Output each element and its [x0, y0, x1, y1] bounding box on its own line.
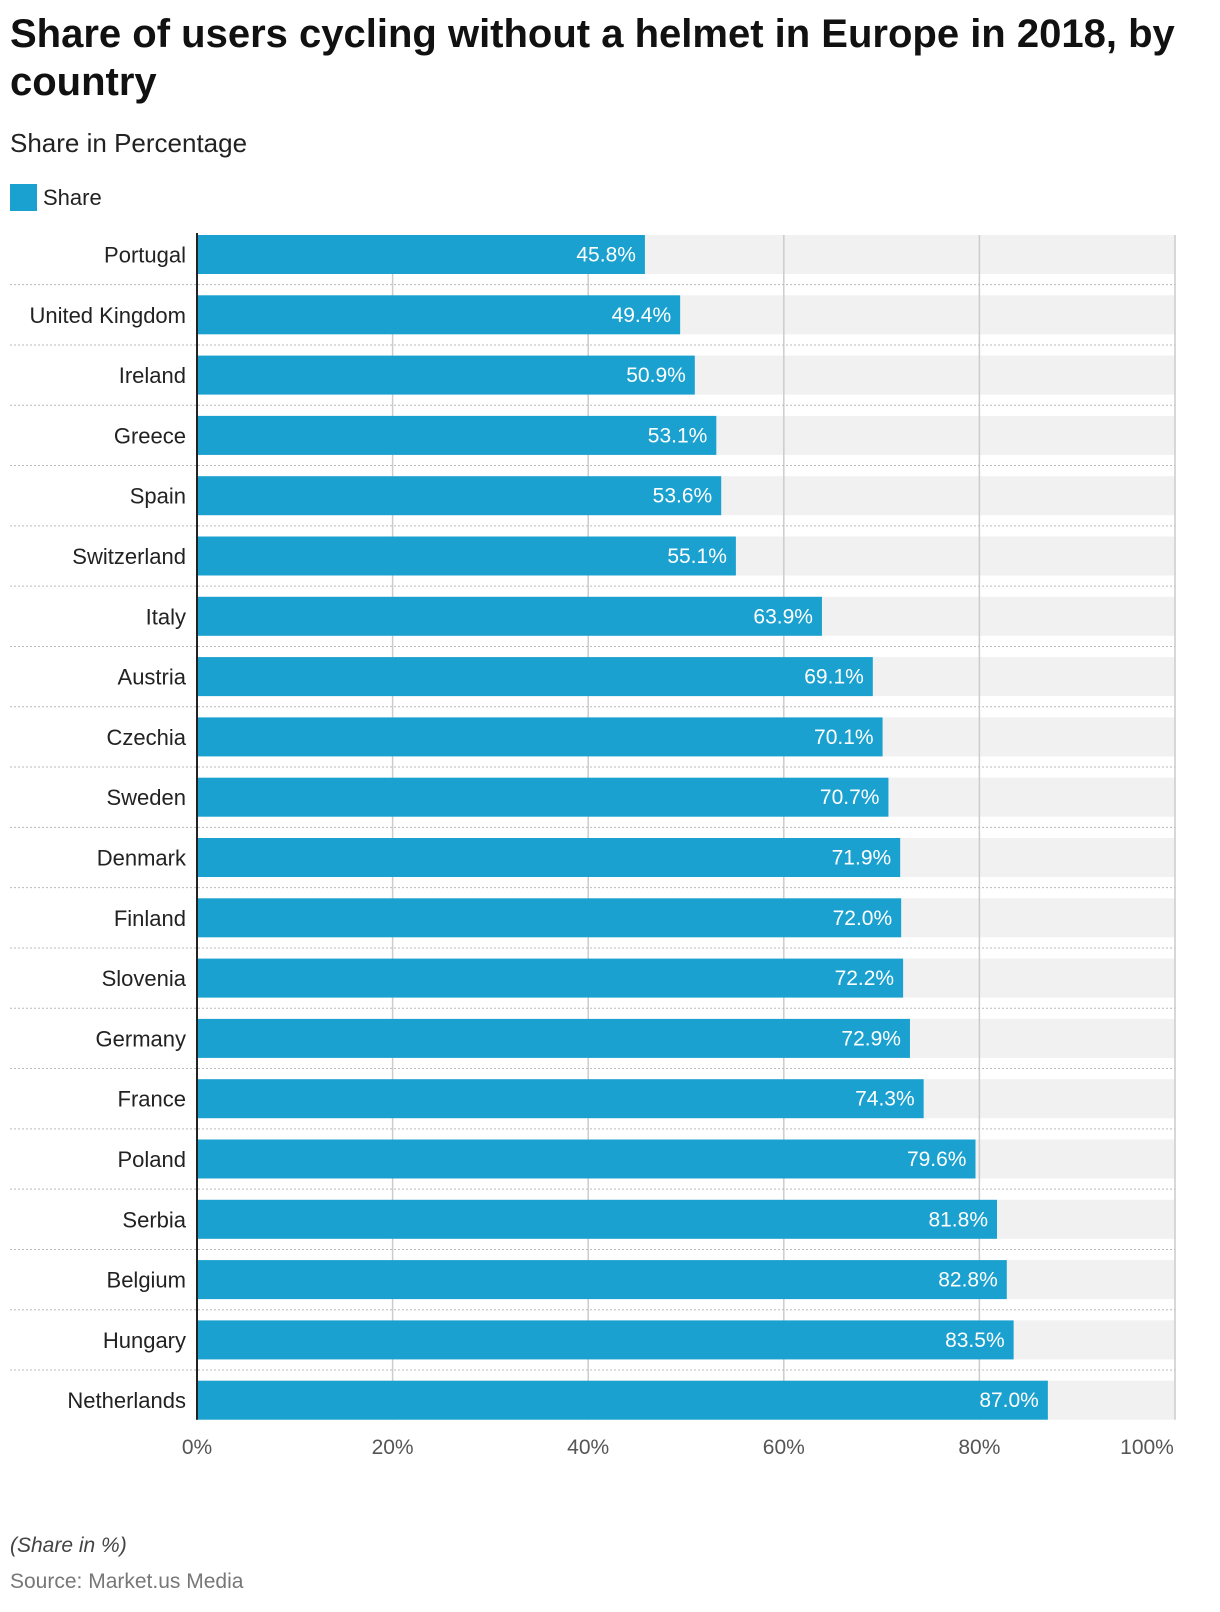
x-tick-label: 100% — [1120, 1436, 1174, 1459]
bar-value-label: 53.1% — [648, 424, 708, 447]
bar — [197, 235, 645, 274]
bar — [197, 1260, 1007, 1300]
category-label: Denmark — [97, 846, 187, 871]
bar — [197, 415, 717, 455]
bar-value-label: 79.6% — [907, 1148, 967, 1171]
category-label: Finland — [114, 906, 186, 931]
bar-value-label: 63.9% — [753, 605, 813, 628]
x-tick-label: 40% — [567, 1436, 609, 1459]
category-label: Austria — [118, 665, 187, 690]
category-label: Greece — [114, 423, 186, 448]
bar-value-label: 72.9% — [841, 1027, 901, 1050]
x-tick-label: 0% — [182, 1436, 212, 1459]
category-label: Slovenia — [102, 966, 187, 991]
bar-value-label: 70.1% — [814, 726, 874, 749]
x-tick-label: 80% — [958, 1436, 1000, 1459]
category-label: Spain — [130, 484, 186, 509]
legend-swatch — [10, 184, 37, 211]
category-label: France — [118, 1087, 186, 1112]
bar — [197, 777, 889, 817]
bar — [197, 958, 904, 998]
category-label: Ireland — [119, 363, 186, 388]
category-label: United Kingdom — [29, 303, 186, 328]
bar — [197, 355, 695, 395]
category-label: Netherlands — [67, 1388, 186, 1413]
bar — [197, 898, 902, 938]
bar-value-label: 69.1% — [804, 666, 864, 689]
legend-label: Share — [43, 184, 102, 210]
bar — [197, 717, 883, 757]
bar — [197, 596, 822, 636]
bar-value-label: 74.3% — [855, 1088, 915, 1111]
category-label: Portugal — [104, 243, 186, 268]
category-label: Belgium — [107, 1268, 186, 1293]
category-label: Italy — [146, 604, 186, 629]
category-label: Germany — [96, 1026, 186, 1051]
bar — [197, 838, 901, 877]
bar — [197, 295, 681, 335]
bar — [197, 536, 736, 576]
x-tick-label: 60% — [763, 1436, 805, 1459]
bar — [197, 476, 722, 516]
bar-value-label: 82.8% — [938, 1269, 998, 1292]
bar-value-label: 87.0% — [979, 1389, 1039, 1412]
bar-value-label: 72.0% — [833, 907, 893, 930]
footnote: (Share in %) — [10, 1534, 127, 1557]
bar — [197, 1380, 1048, 1420]
bar-value-label: 72.2% — [835, 967, 895, 990]
category-label: Switzerland — [72, 544, 186, 569]
category-label: Serbia — [122, 1207, 186, 1232]
bar-value-label: 71.9% — [832, 847, 892, 870]
bar — [197, 1018, 910, 1058]
bar-value-label: 70.7% — [820, 786, 880, 809]
chart-subtitle: Share in Percentage — [10, 128, 248, 158]
bar-value-label: 81.8% — [928, 1208, 988, 1231]
category-label: Sweden — [106, 785, 186, 810]
category-label: Poland — [117, 1147, 186, 1172]
bar-value-label: 55.1% — [667, 545, 727, 568]
bar-value-label: 83.5% — [945, 1329, 1005, 1352]
category-label: Czechia — [107, 725, 187, 750]
bar-value-label: 45.8% — [576, 244, 636, 267]
bar — [197, 1079, 924, 1119]
bar-value-label: 50.9% — [626, 364, 686, 387]
bar — [197, 1199, 998, 1239]
x-tick-label: 20% — [372, 1436, 414, 1459]
category-label: Hungary — [103, 1328, 186, 1353]
chart-title: Share of users cycling without a helmet … — [10, 12, 1175, 104]
bar — [197, 657, 873, 697]
bar-value-label: 49.4% — [612, 304, 672, 327]
source-note: Source: Market.us Media — [10, 1570, 244, 1593]
bar — [197, 1320, 1014, 1360]
legend: Share — [10, 184, 102, 211]
bar — [197, 1139, 976, 1179]
bar-value-label: 53.6% — [653, 485, 713, 508]
